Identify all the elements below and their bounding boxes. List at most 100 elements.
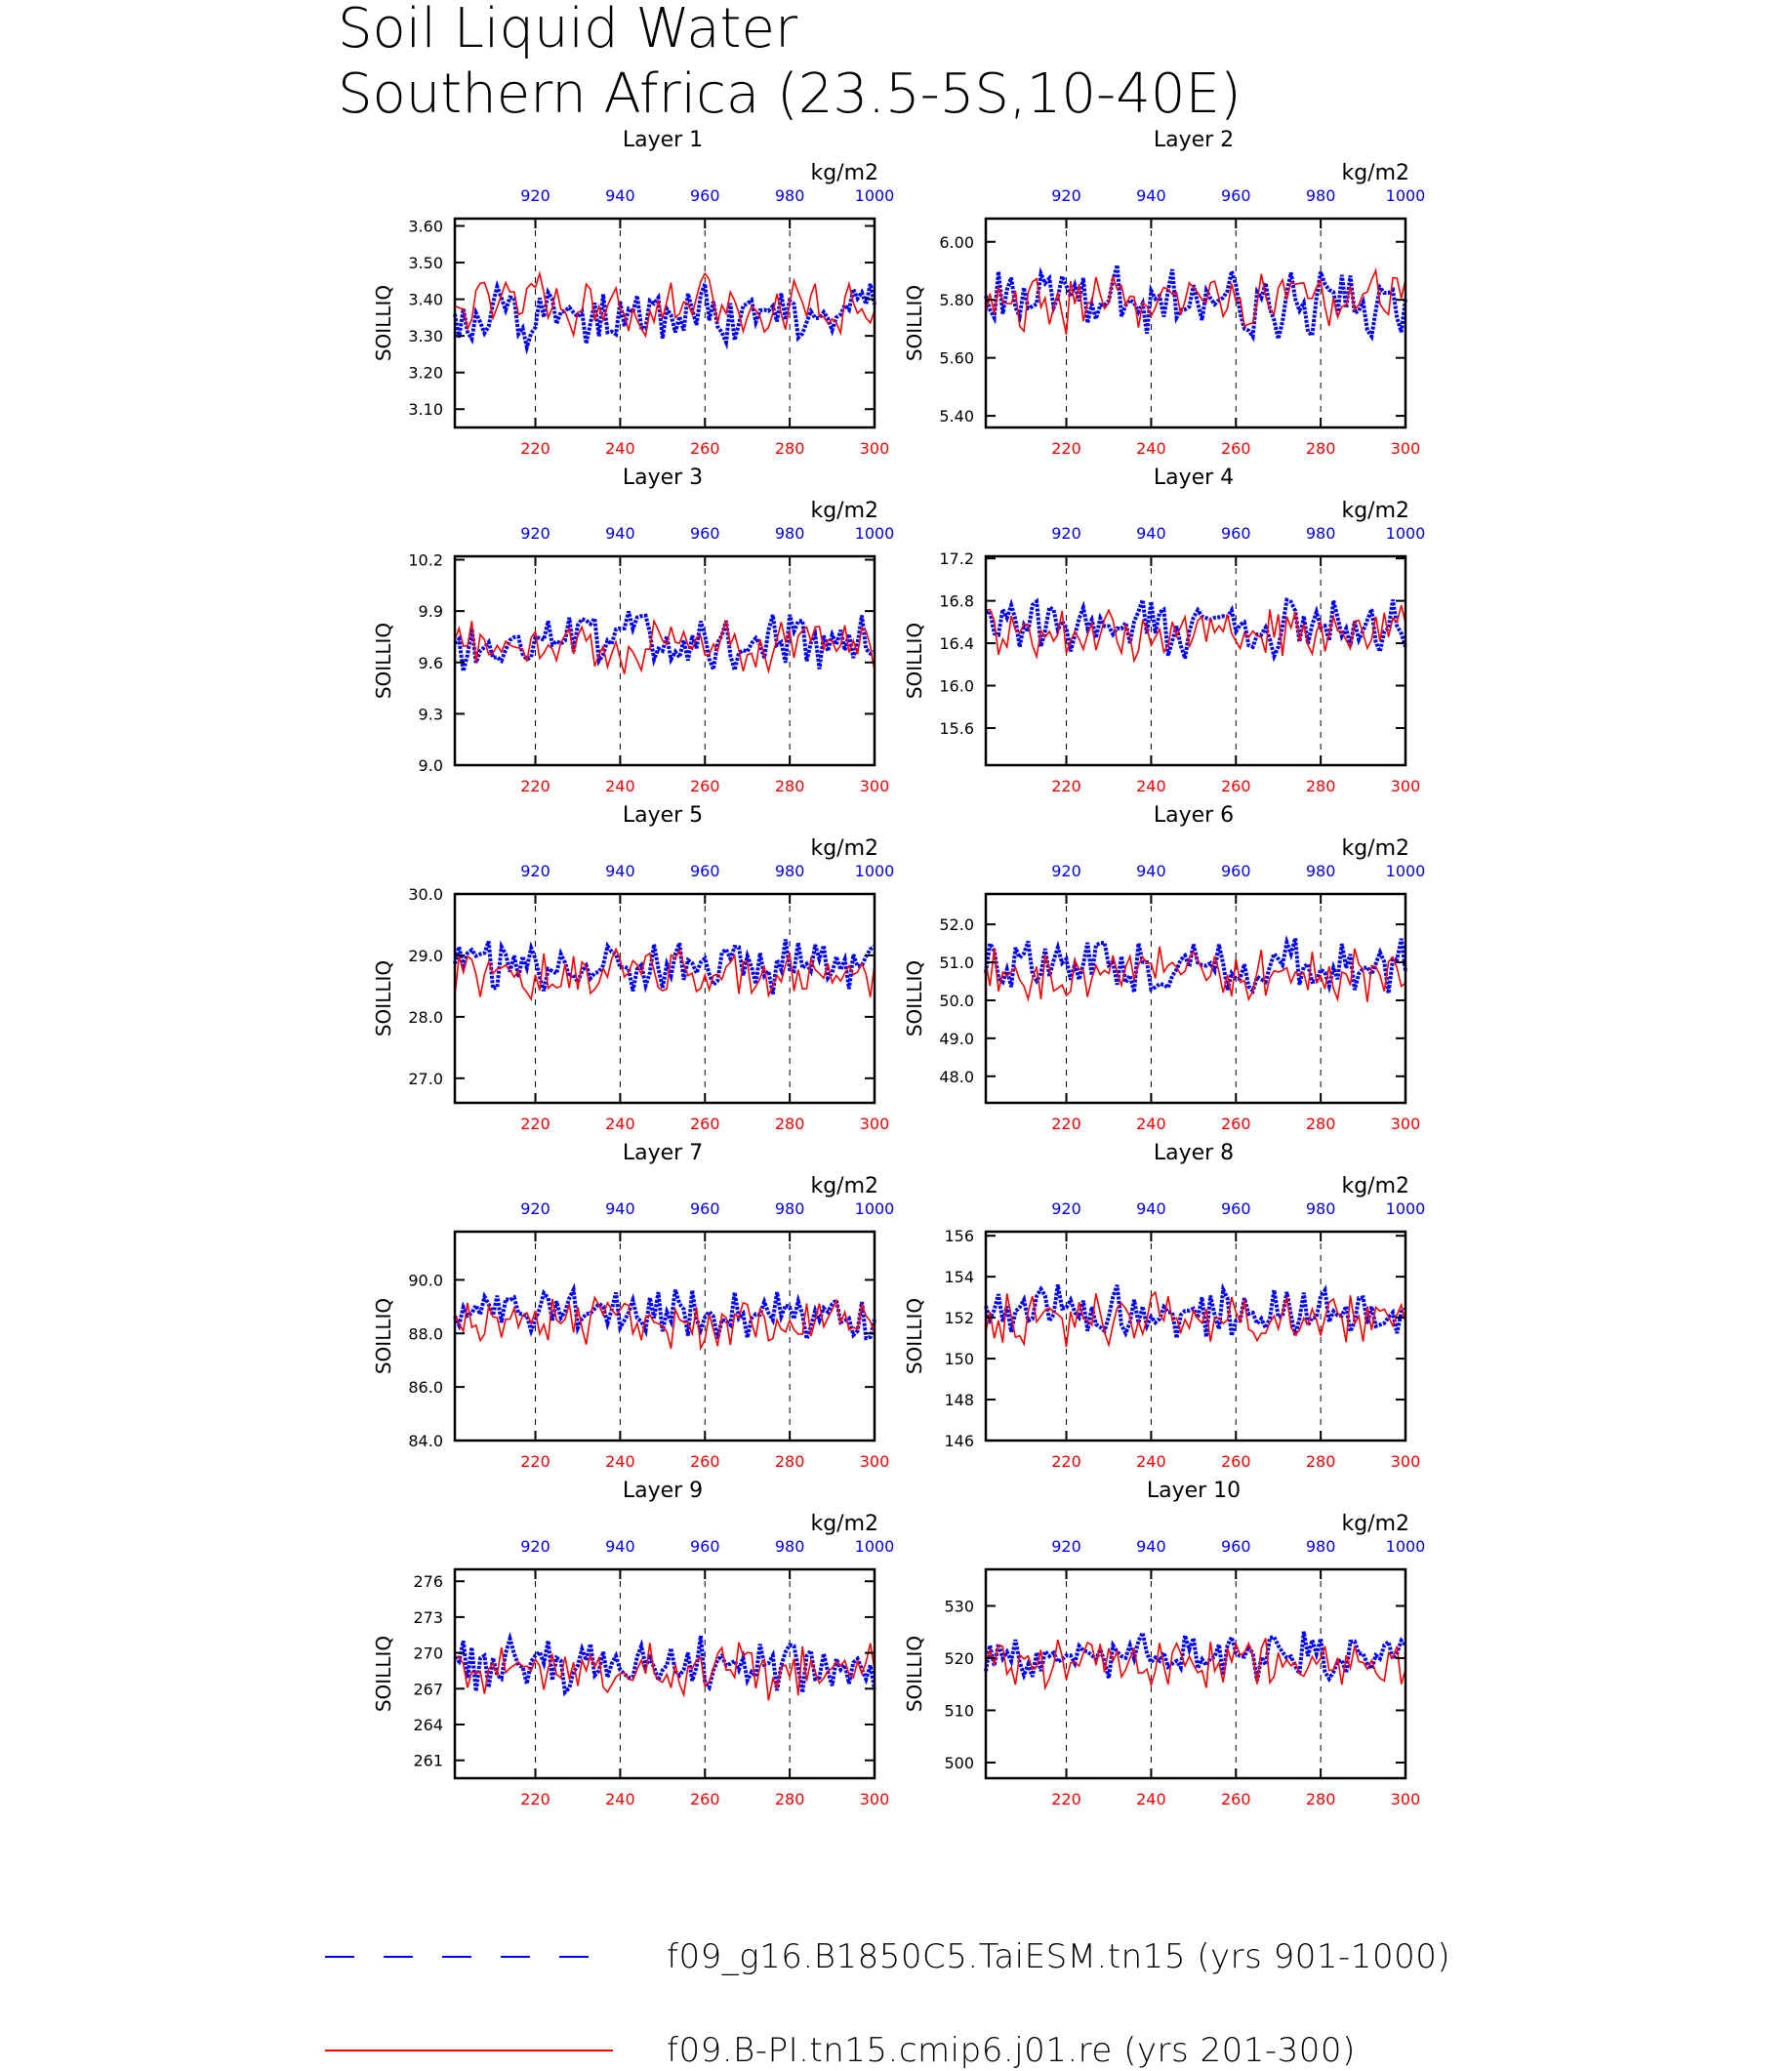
y-tick-label: 9.0 [419, 756, 443, 775]
y-tick-label: 3.60 [408, 218, 443, 236]
panel-title: Layer 1 [623, 128, 703, 152]
x-bottom-tick-label: 220 [520, 777, 550, 795]
x-bottom-tick-label: 240 [605, 1115, 635, 1133]
x-bottom-tick-label: 240 [605, 777, 635, 795]
x-bottom-tick-label: 220 [1051, 1790, 1081, 1808]
x-bottom-tick-label: 300 [860, 777, 890, 795]
x-bottom-tick-label: 240 [605, 1790, 635, 1808]
y-tick-label: 5.80 [939, 291, 974, 309]
x-bottom-tick-label: 260 [690, 1790, 720, 1808]
y-tick-label: 264 [413, 1716, 443, 1734]
x-bottom-tick-label: 300 [860, 1115, 890, 1133]
y-tick-label: 3.20 [408, 364, 443, 383]
series-blue-line [453, 1282, 876, 1341]
x-top-tick-label: 920 [1051, 862, 1081, 880]
panel-title: Layer 9 [623, 1479, 703, 1503]
x-bottom-tick-label: 220 [1051, 777, 1081, 795]
y-tick-label: 6.00 [939, 233, 974, 252]
top-axis-unit: kg/m2 [1341, 836, 1409, 861]
x-bottom-tick-label: 220 [1051, 439, 1081, 458]
top-axis-unit: kg/m2 [1341, 499, 1409, 523]
x-top-tick-label: 940 [1136, 524, 1166, 543]
x-bottom-tick-label: 240 [1136, 777, 1166, 795]
top-axis-unit: kg/m2 [810, 1512, 878, 1536]
x-top-tick-label: 980 [1306, 524, 1336, 543]
x-bottom-tick-label: 240 [605, 439, 635, 458]
x-top-tick-label: 920 [520, 862, 550, 880]
x-top-tick-label: 1000 [1386, 186, 1426, 205]
panel-layer-2: Layer 2 kg/m2 SOILLIQ 220 240 260 280 300 920 940… [903, 128, 1425, 458]
x-bottom-tick-label: 300 [1391, 439, 1421, 458]
y-tick-label: 28.0 [408, 1008, 443, 1027]
y-tick-label: 3.30 [408, 327, 443, 345]
x-top-tick-label: 940 [1136, 862, 1166, 880]
y-tick-label: 16.0 [939, 677, 974, 696]
panel-layer-8: Layer 8 kg/m2 SOILLIQ 220 240 260 280 300 920 940… [903, 1141, 1425, 1471]
x-bottom-tick-label: 300 [1391, 1790, 1421, 1808]
x-bottom-tick-label: 220 [520, 1452, 550, 1471]
x-bottom-tick-label: 280 [775, 439, 805, 458]
y-tick-label: 86.0 [408, 1378, 443, 1397]
panel-title: Layer 6 [1154, 803, 1234, 828]
y-axis-label: SOILLIQ [372, 960, 395, 1036]
series-blue-line [984, 263, 1407, 343]
x-bottom-tick-label: 300 [860, 1790, 890, 1808]
x-top-tick-label: 940 [605, 862, 635, 880]
x-top-tick-label: 980 [775, 186, 805, 205]
x-bottom-tick-label: 280 [775, 1115, 805, 1133]
panel-layer-5: Layer 5 kg/m2 SOILLIQ 220 240 260 280 300 920 940… [372, 803, 894, 1133]
panel-title: Layer 3 [623, 466, 703, 490]
y-tick-label: 276 [413, 1572, 443, 1591]
legend: f09_g16.B1850C5.TaiESM.tn15 (yrs 901-100… [325, 1937, 1450, 2070]
x-bottom-tick-label: 260 [1221, 439, 1251, 458]
x-top-tick-label: 980 [775, 524, 805, 543]
series-red-line [985, 605, 1406, 664]
top-axis-unit: kg/m2 [810, 1174, 878, 1198]
x-bottom-tick-label: 280 [775, 777, 805, 795]
x-bottom-tick-label: 220 [520, 1790, 550, 1808]
series-blue-line [453, 1631, 876, 1697]
series-blue-line [984, 1627, 1407, 1683]
y-tick-label: 49.0 [939, 1030, 974, 1048]
plot-frame [453, 1230, 876, 1442]
y-tick-label: 29.0 [408, 947, 443, 965]
series-red-line [454, 947, 876, 1001]
series-red-line [985, 1290, 1406, 1349]
y-axis-label: SOILLIQ [903, 1636, 926, 1712]
plot-frame [453, 554, 876, 767]
y-tick-label: 84.0 [408, 1432, 443, 1450]
x-bottom-tick-label: 280 [1306, 1115, 1336, 1133]
y-axis-label: SOILLIQ [372, 623, 395, 699]
x-top-tick-label: 920 [520, 1199, 550, 1218]
x-top-tick-label: 920 [1051, 1199, 1081, 1218]
x-bottom-tick-label: 260 [690, 439, 720, 458]
y-tick-label: 16.8 [939, 592, 974, 611]
y-tick-label: 510 [944, 1701, 974, 1720]
x-bottom-tick-label: 280 [775, 1790, 805, 1808]
series-blue-line [985, 596, 1407, 663]
series-red-line [985, 267, 1406, 335]
panel-title: Layer 8 [1154, 1141, 1234, 1165]
x-bottom-tick-label: 280 [775, 1452, 805, 1471]
x-top-tick-label: 960 [1221, 1537, 1251, 1556]
x-top-tick-label: 940 [605, 524, 635, 543]
y-tick-label: 5.60 [939, 349, 974, 368]
x-bottom-tick-label: 220 [520, 1115, 550, 1133]
y-tick-label: 15.6 [939, 719, 974, 738]
x-bottom-tick-label: 260 [1221, 1790, 1251, 1808]
x-top-tick-label: 940 [605, 1199, 635, 1218]
series-red-line [454, 618, 876, 674]
x-bottom-tick-label: 280 [1306, 1452, 1336, 1471]
series-red-line [985, 1638, 1406, 1691]
panel-layer-10: Layer 10 kg/m2 SOILLIQ 220 240 260 280 300 920 94… [903, 1479, 1425, 1808]
y-tick-label: 50.0 [939, 992, 974, 1010]
x-bottom-tick-label: 280 [1306, 777, 1336, 795]
panel-layer-1: Layer 1 kg/m2 SOILLIQ 220 240 260 280 300 920 940… [372, 128, 894, 458]
top-axis-unit: kg/m2 [810, 836, 878, 861]
y-tick-label: 5.40 [939, 407, 974, 426]
x-bottom-tick-label: 240 [1136, 1790, 1166, 1808]
top-axis-unit: kg/m2 [810, 161, 878, 185]
x-top-tick-label: 980 [1306, 1537, 1336, 1556]
series-blue-line [453, 939, 876, 995]
y-tick-label: 152 [944, 1309, 974, 1327]
